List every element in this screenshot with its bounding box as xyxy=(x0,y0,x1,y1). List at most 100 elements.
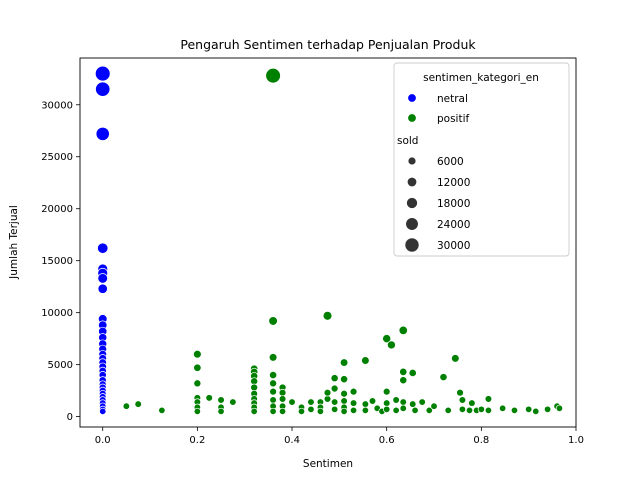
data-point-positif xyxy=(544,405,552,413)
data-point-positif xyxy=(265,67,281,84)
data-point-positif xyxy=(330,384,339,393)
data-point-positif xyxy=(532,407,540,415)
data-point-positif xyxy=(408,368,417,377)
data-point-positif xyxy=(477,405,485,413)
legend-size-label: 12000 xyxy=(437,177,470,189)
data-point-positif xyxy=(383,405,391,413)
legend-size-marker xyxy=(406,197,418,209)
data-point-positif xyxy=(392,406,400,414)
data-point-netral xyxy=(97,273,108,284)
data-point-positif xyxy=(288,398,296,406)
legend-size-label: 18000 xyxy=(437,198,470,210)
data-point-positif xyxy=(484,395,493,403)
data-point-positif xyxy=(268,316,278,326)
data-point-netral xyxy=(99,407,107,415)
data-point-positif xyxy=(269,379,278,388)
legend-size-marker xyxy=(407,177,417,187)
data-point-positif xyxy=(555,404,564,412)
data-point-positif xyxy=(458,405,467,413)
y-tick-label: 15000 xyxy=(41,256,73,267)
x-tick-label: 0.0 xyxy=(95,435,111,446)
data-point-positif xyxy=(399,376,408,385)
data-point-positif xyxy=(269,387,277,396)
data-point-positif xyxy=(205,394,213,402)
y-tick-label: 10000 xyxy=(41,308,73,319)
data-point-positif xyxy=(439,373,448,382)
data-point-positif xyxy=(193,349,202,359)
data-point-positif xyxy=(217,407,225,415)
data-point-positif xyxy=(484,406,493,414)
data-point-positif xyxy=(392,396,400,404)
data-point-positif xyxy=(340,375,349,384)
data-point-positif xyxy=(340,389,348,398)
data-point-positif xyxy=(425,406,433,414)
data-point-positif xyxy=(418,398,426,406)
data-point-netral xyxy=(94,65,111,82)
legend-marker-netral xyxy=(407,93,417,103)
data-point-positif xyxy=(268,353,278,362)
data-point-positif xyxy=(217,396,225,404)
data-point-positif xyxy=(444,406,452,414)
legend-hue-entries: netral positif xyxy=(407,93,470,125)
data-point-positif xyxy=(382,334,392,344)
legend-label-netral: netral xyxy=(437,93,468,105)
legend-size-entries: 6000 12000 18000 24000 30000 xyxy=(404,156,470,253)
data-point-positif xyxy=(269,371,278,380)
data-point-positif xyxy=(349,399,358,407)
data-point-positif xyxy=(307,398,315,406)
data-point-positif xyxy=(269,396,277,404)
data-point-positif xyxy=(349,406,358,414)
y-axis: 0 5000 10000 15000 20000 25000 30000 xyxy=(41,100,80,423)
y-tick-label: 0 xyxy=(67,412,73,423)
data-point-positif xyxy=(250,407,258,415)
data-point-positif xyxy=(316,407,324,415)
data-point-positif xyxy=(387,340,396,350)
data-point-positif xyxy=(250,383,259,392)
data-point-positif xyxy=(382,387,391,396)
x-axis: 0.0 0.2 0.4 0.6 0.8 1.0 xyxy=(95,427,584,446)
data-point-positif xyxy=(193,363,202,372)
data-point-positif xyxy=(398,325,408,335)
data-point-positif xyxy=(278,388,287,397)
data-point-positif xyxy=(193,379,202,388)
data-point-positif xyxy=(269,407,277,415)
data-point-netral xyxy=(97,242,109,254)
legend-size-label: 6000 xyxy=(437,156,464,168)
y-tick-label: 5000 xyxy=(48,360,73,371)
data-point-positif xyxy=(409,400,417,408)
data-point-positif xyxy=(297,407,306,415)
data-point-positif xyxy=(430,402,438,410)
legend-frame xyxy=(393,62,570,257)
legend-marker-positif xyxy=(407,113,417,123)
legend-hue-title: sentimen_kategori_en xyxy=(423,72,539,84)
data-point-positif xyxy=(368,397,377,405)
legend-size-marker xyxy=(405,217,419,231)
data-point-positif xyxy=(349,387,358,396)
data-point-positif xyxy=(193,407,201,415)
x-tick-label: 0.8 xyxy=(473,435,489,446)
legend-size-marker xyxy=(407,156,417,166)
legend-size-title: sold xyxy=(397,135,418,147)
y-tick-label: 20000 xyxy=(41,204,73,215)
data-point-positif xyxy=(330,374,339,383)
y-axis-label: Jumlah Terjual xyxy=(8,205,20,280)
data-point-positif xyxy=(361,356,370,365)
data-point-positif xyxy=(229,398,237,406)
data-point-positif xyxy=(340,407,348,415)
data-point-netral xyxy=(95,126,110,141)
data-point-netral xyxy=(97,283,108,294)
data-point-positif xyxy=(456,388,464,397)
data-point-positif xyxy=(383,399,391,407)
legend-size-marker xyxy=(404,237,420,253)
data-point-positif xyxy=(323,388,332,397)
data-point-positif xyxy=(307,405,315,413)
legend-size-label: 24000 xyxy=(437,219,470,231)
legend-label-positif: positif xyxy=(437,113,470,125)
x-tick-label: 0.2 xyxy=(189,435,205,446)
data-point-positif xyxy=(399,398,407,406)
points-layer xyxy=(94,65,564,415)
x-tick-label: 0.4 xyxy=(284,435,300,446)
legend-size-label: 30000 xyxy=(437,240,470,252)
